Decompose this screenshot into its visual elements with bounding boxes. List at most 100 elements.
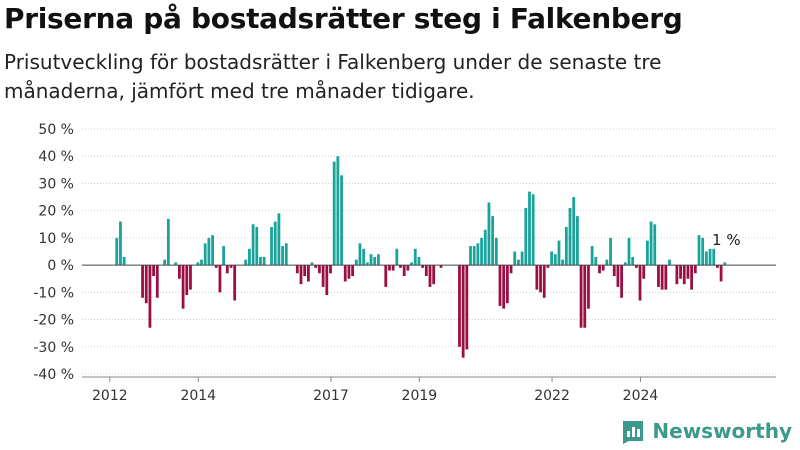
x-tick-label: 2024 bbox=[623, 388, 659, 404]
bar bbox=[421, 265, 425, 268]
bar bbox=[494, 237, 498, 266]
bar bbox=[546, 265, 550, 268]
bar bbox=[465, 265, 469, 350]
bar bbox=[664, 265, 668, 290]
bar bbox=[203, 243, 207, 266]
bar bbox=[697, 235, 701, 266]
bar-series bbox=[115, 156, 727, 358]
bar bbox=[413, 248, 417, 266]
bar bbox=[148, 265, 152, 328]
y-tick-label: -20 % bbox=[33, 313, 74, 329]
chart-subtitle: Prisutveckling för bostadsrätter i Falke… bbox=[4, 50, 662, 103]
x-tick-label: 2014 bbox=[180, 388, 216, 404]
bar bbox=[704, 251, 708, 266]
y-axis-tick-labels: 50 % 40 % 30 % 20 % 10 % 0 % -10 % -20 % -30 % -4… bbox=[33, 122, 74, 383]
bar bbox=[682, 265, 686, 285]
y-tick-label: 10 % bbox=[38, 231, 74, 247]
bar bbox=[332, 161, 336, 266]
bar bbox=[520, 251, 524, 266]
bar bbox=[329, 265, 332, 274]
bar bbox=[472, 246, 476, 266]
bar bbox=[395, 248, 399, 266]
bar bbox=[214, 265, 218, 268]
bar bbox=[502, 265, 506, 309]
bar bbox=[620, 265, 623, 298]
bar bbox=[181, 265, 185, 309]
bar bbox=[218, 265, 222, 293]
annotations: 1 % bbox=[712, 231, 741, 249]
bar bbox=[561, 259, 565, 266]
bar bbox=[362, 248, 366, 266]
bar bbox=[281, 246, 284, 266]
bar bbox=[225, 265, 229, 274]
y-tick-label: -30 % bbox=[33, 340, 74, 356]
bar bbox=[163, 259, 167, 266]
bar bbox=[616, 265, 620, 287]
bar bbox=[340, 175, 343, 266]
bar bbox=[579, 265, 583, 328]
bar bbox=[251, 224, 255, 266]
bar bbox=[483, 229, 487, 266]
bar bbox=[498, 265, 502, 306]
bar bbox=[712, 248, 716, 266]
bar bbox=[612, 265, 616, 276]
newsworthy-logo-icon bbox=[623, 421, 644, 444]
bar bbox=[627, 237, 631, 266]
bar bbox=[365, 262, 369, 266]
bar bbox=[354, 259, 358, 266]
bar bbox=[539, 265, 542, 293]
y-tick-label: 0 % bbox=[47, 258, 74, 274]
bar bbox=[657, 265, 660, 287]
bar bbox=[244, 259, 248, 266]
bar bbox=[480, 237, 483, 266]
bar bbox=[141, 265, 144, 298]
bar bbox=[303, 265, 307, 276]
bar bbox=[314, 265, 318, 268]
brand-name: Newsworthy bbox=[652, 419, 792, 443]
bar bbox=[358, 243, 362, 266]
bar bbox=[701, 237, 705, 266]
bar bbox=[638, 265, 642, 301]
bar bbox=[325, 265, 329, 296]
x-tick-label: 2017 bbox=[313, 388, 349, 404]
bar bbox=[653, 224, 657, 266]
bar bbox=[675, 265, 679, 285]
bar bbox=[399, 265, 402, 268]
bar bbox=[668, 259, 671, 266]
last-value-label: 1 % bbox=[712, 231, 741, 249]
bar bbox=[557, 240, 561, 266]
bar bbox=[693, 265, 697, 274]
bar bbox=[207, 237, 211, 266]
bar bbox=[388, 265, 391, 271]
y-tick-label: -40 % bbox=[33, 367, 74, 383]
bar bbox=[369, 254, 373, 266]
bar bbox=[155, 265, 159, 298]
bar bbox=[119, 221, 122, 266]
bar bbox=[476, 243, 480, 266]
bar bbox=[461, 265, 465, 358]
bar bbox=[601, 265, 605, 271]
bar bbox=[649, 221, 653, 266]
bar bbox=[660, 265, 664, 290]
bar bbox=[517, 259, 520, 266]
bar bbox=[196, 262, 200, 266]
bar bbox=[439, 265, 443, 268]
bar bbox=[189, 265, 192, 290]
bar bbox=[152, 265, 156, 276]
bar bbox=[222, 246, 226, 266]
bar bbox=[605, 259, 609, 266]
bar bbox=[402, 265, 406, 276]
bar bbox=[270, 227, 273, 266]
bar bbox=[417, 256, 421, 266]
bar bbox=[166, 218, 170, 266]
bar bbox=[458, 265, 461, 347]
x-tick-label: 2022 bbox=[534, 388, 570, 404]
bar bbox=[432, 265, 436, 285]
x-axis-tick-labels: 2012 2014 2017 2019 2022 2024 bbox=[82, 376, 776, 404]
bar bbox=[306, 265, 310, 282]
bar bbox=[377, 254, 380, 266]
bar bbox=[594, 256, 598, 266]
bar bbox=[185, 265, 189, 296]
bar bbox=[723, 262, 727, 266]
